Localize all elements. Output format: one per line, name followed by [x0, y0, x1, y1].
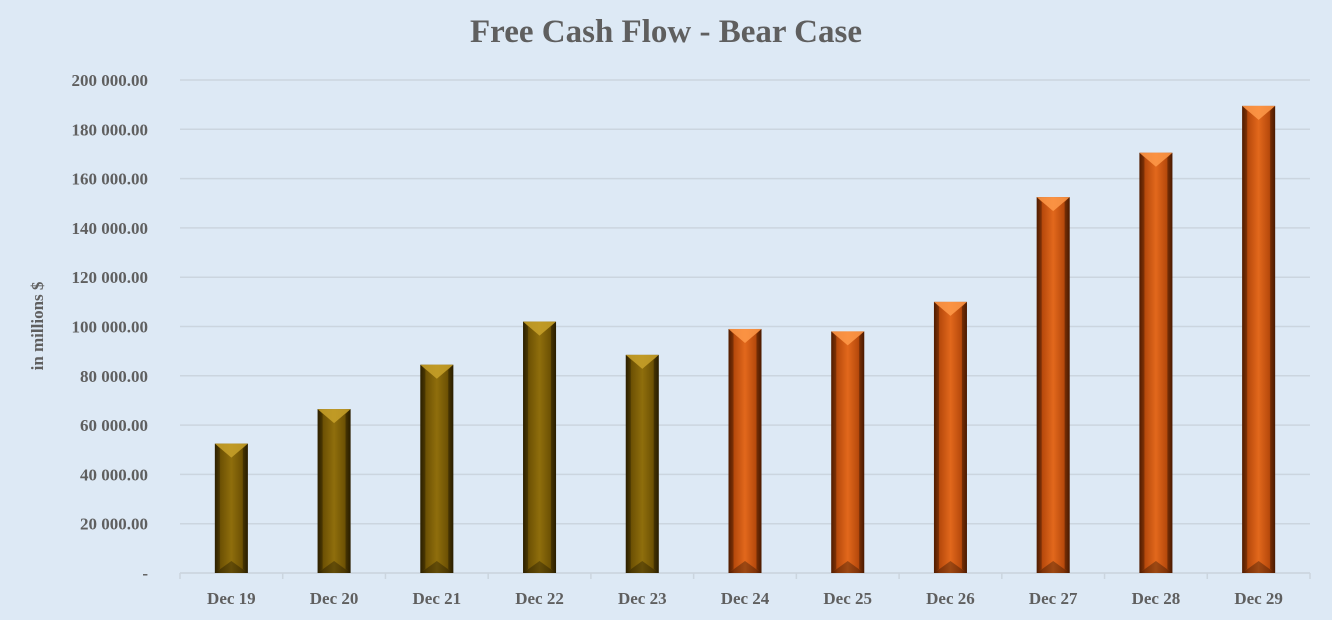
- x-tick-label: Dec 20: [310, 589, 359, 608]
- bar-bevel-left: [831, 331, 837, 573]
- bar-bevel-left: [523, 321, 529, 573]
- bar: [523, 321, 557, 573]
- x-tick-label: Dec 22: [515, 589, 564, 608]
- bar: [214, 443, 248, 573]
- bar: [831, 331, 865, 573]
- bar-bevel-top: [728, 328, 762, 343]
- bar-bevel-right: [551, 321, 557, 573]
- bar-bevel-left: [317, 409, 323, 573]
- x-tick-label: Dec 23: [618, 589, 667, 608]
- bar-bevel-bottom: [317, 561, 351, 573]
- bar-bevel-top: [933, 301, 967, 316]
- bar-bevel-right: [756, 328, 762, 573]
- bar-bevel-bottom: [1242, 561, 1276, 573]
- bar-bevel-top: [420, 364, 454, 379]
- x-tick-label: Dec 24: [721, 589, 770, 608]
- x-tick-label: Dec 19: [207, 589, 256, 608]
- bar-bevel-right: [1167, 152, 1173, 573]
- y-tick-label: -: [142, 564, 148, 583]
- y-tick-label: 180 000.00: [72, 120, 149, 139]
- y-tick-label: 120 000.00: [72, 268, 149, 287]
- bar-bevel-bottom: [933, 561, 967, 573]
- bar: [933, 301, 967, 573]
- bar-bevel-bottom: [625, 561, 659, 573]
- x-tick-label: Dec 27: [1029, 589, 1078, 608]
- bar: [420, 364, 454, 573]
- x-tick-label: Dec 28: [1132, 589, 1181, 608]
- bar-bevel-top: [523, 321, 557, 336]
- bar: [1242, 105, 1276, 573]
- x-tick-label: Dec 25: [823, 589, 872, 608]
- bar-bevel-bottom: [214, 561, 248, 573]
- bar-bevel-bottom: [831, 561, 865, 573]
- bar: [625, 354, 659, 573]
- bar-bevel-right: [859, 331, 865, 573]
- bar: [1036, 197, 1070, 573]
- y-tick-label: 160 000.00: [72, 170, 149, 189]
- bar-bevel-top: [1242, 105, 1276, 120]
- bar-bevel-left: [1139, 152, 1145, 573]
- bar-bevel-top: [625, 354, 659, 369]
- bar-bevel-top: [1036, 197, 1070, 212]
- y-tick-label: 100 000.00: [72, 318, 149, 337]
- bar-bevel-top: [1139, 152, 1173, 167]
- bar-bevel-left: [625, 354, 631, 573]
- bar-bevel-bottom: [1139, 561, 1173, 573]
- bar-bevel-left: [728, 328, 734, 573]
- bar-bevel-right: [242, 443, 248, 573]
- bar-bevel-right: [653, 354, 659, 573]
- bar-bevel-top: [317, 409, 351, 424]
- bar-bevel-top: [831, 331, 865, 346]
- bar-bevel-right: [345, 409, 351, 573]
- bar-bevel-left: [1036, 197, 1042, 573]
- bar-bevel-left: [1242, 105, 1248, 573]
- bar-bevel-left: [214, 443, 220, 573]
- bar-bevel-right: [448, 364, 454, 573]
- y-tick-label: 40 000.00: [80, 465, 148, 484]
- bar-bevel-bottom: [728, 561, 762, 573]
- x-tick-label: Dec 26: [926, 589, 975, 608]
- x-tick-label: Dec 21: [413, 589, 462, 608]
- y-tick-label: 60 000.00: [80, 416, 148, 435]
- y-tick-label: 80 000.00: [80, 367, 148, 386]
- bar: [317, 409, 351, 573]
- bar-bevel-top: [214, 443, 248, 458]
- bar-bevel-left: [420, 364, 426, 573]
- bar-bevel-right: [1270, 105, 1276, 573]
- bar-bevel-left: [933, 301, 939, 573]
- bar-bevel-bottom: [420, 561, 454, 573]
- y-tick-label: 20 000.00: [80, 515, 148, 534]
- y-tick-label: 200 000.00: [72, 71, 149, 90]
- bar-bevel-right: [961, 301, 967, 573]
- y-tick-label: 140 000.00: [72, 219, 149, 238]
- chart-title: Free Cash Flow - Bear Case: [470, 14, 862, 50]
- bar-bevel-right: [1064, 197, 1070, 573]
- bar: [1139, 152, 1173, 573]
- bar-bevel-bottom: [1036, 561, 1070, 573]
- x-tick-label: Dec 29: [1234, 589, 1283, 608]
- bar: [728, 328, 762, 573]
- bar-bevel-bottom: [523, 561, 557, 573]
